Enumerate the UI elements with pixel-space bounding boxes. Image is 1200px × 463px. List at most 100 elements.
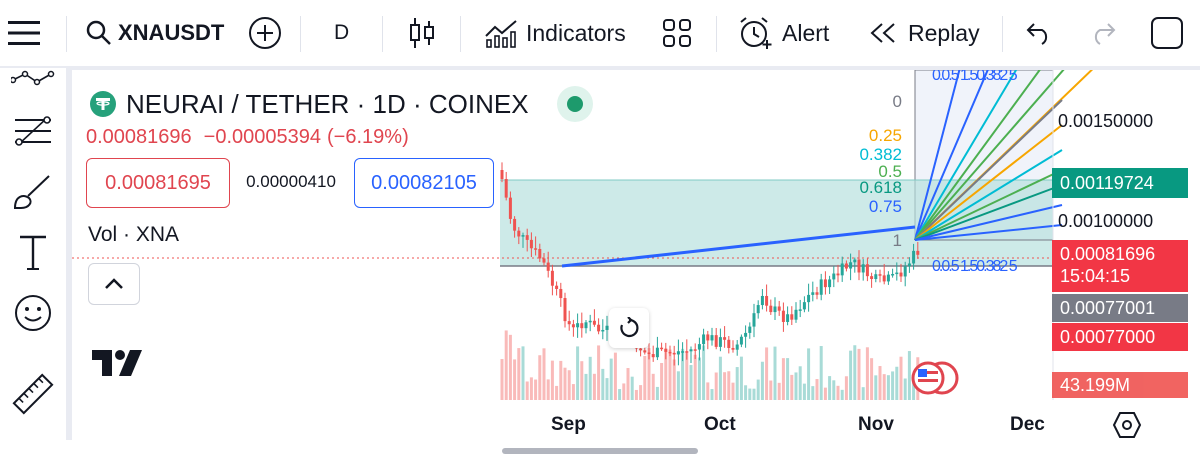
volume-tag-text: 43.199M <box>1060 374 1131 395</box>
gray-price-tag: 0.00077001 <box>1052 294 1188 322</box>
fib-level-025: 0.25 <box>868 126 902 145</box>
change-percent: (−6.19%) <box>327 126 409 148</box>
home-indicator[interactable] <box>502 448 698 454</box>
gray-price-text: 0.00077001 <box>1060 297 1156 318</box>
ruler-icon <box>12 373 54 415</box>
replay-button[interactable]: Replay <box>868 0 980 66</box>
search-icon <box>86 20 111 45</box>
fib-level-075: 0.75 <box>868 197 902 216</box>
candles <box>500 162 920 366</box>
fib-level-0: 0 <box>892 92 902 111</box>
tradingview-logo <box>92 350 144 381</box>
time-label-nov: Nov <box>858 414 894 435</box>
price-axis-label: 0.00150000 <box>1058 111 1154 131</box>
spread-value: 0.00000410 <box>236 158 346 206</box>
time-label-dec: Dec <box>1010 414 1045 435</box>
text-icon <box>20 235 46 270</box>
replay-label: Replay <box>908 19 980 46</box>
brush-tool[interactable] <box>0 170 66 214</box>
trend-line[interactable] <box>561 225 916 268</box>
fib-level-0618: 0.618 <box>859 178 902 197</box>
redo-icon <box>1094 23 1116 45</box>
layouts-button[interactable] <box>662 0 692 66</box>
alarm-clock-plus-icon <box>740 17 772 49</box>
time-label-sep: Sep <box>551 414 586 435</box>
chart-settings-button[interactable] <box>1112 410 1142 440</box>
symbol-name: XNAUSDT <box>118 20 225 45</box>
interval-button[interactable]: D <box>334 0 349 66</box>
undo-icon <box>1026 23 1048 45</box>
brush-icon <box>13 175 50 209</box>
reset-chart-button[interactable] <box>609 308 649 348</box>
change-value: −0.00005394 <box>203 126 322 148</box>
buy-button[interactable]: 0.00082105 <box>354 158 494 208</box>
reset-icon <box>620 317 639 338</box>
events-flags[interactable] <box>911 361 959 395</box>
market-open-dot <box>566 96 583 112</box>
pattern-tool[interactable] <box>0 68 66 94</box>
fib-fan-top-labels: 0.0.5 1.50.382 5 <box>932 70 1018 84</box>
candles-icon <box>410 18 434 48</box>
price-axis-label: 0.00100000 <box>1058 211 1154 231</box>
volume-legend[interactable]: Vol · XNA <box>88 223 180 246</box>
collapse-legend-button[interactable] <box>88 263 140 305</box>
pattern-icon <box>11 70 55 86</box>
spread-text: 0.00000410 <box>246 172 336 191</box>
undo-button[interactable] <box>1024 0 1054 66</box>
grid-icon <box>663 19 691 47</box>
legend-title-text: NEURAI / TETHER · 1D · COINEX <box>126 88 529 119</box>
top-toolbar: XNAUSDT D Indicators Alert Replay <box>0 0 1200 66</box>
volume-tag: 43.199M <box>1052 372 1188 398</box>
menu-button[interactable] <box>8 0 40 66</box>
chevron-up-icon <box>105 278 123 289</box>
emoji-tool[interactable] <box>0 290 66 336</box>
red-price-tag: 0.00077000 <box>1052 323 1188 351</box>
fullscreen-button[interactable] <box>1150 0 1184 66</box>
hexagon-gear-icon <box>1112 412 1142 438</box>
indicators-button[interactable]: Indicators <box>484 0 626 66</box>
chart-legend[interactable]: NEURAI / TETHER · 1D · COINEX <box>90 86 593 122</box>
last-price-tag[interactable]: 0.00081696 15:04:15 <box>1052 240 1188 292</box>
square-icon <box>1151 17 1183 49</box>
tradingview-logo-icon <box>92 350 142 376</box>
symbol-search-button[interactable]: XNAUSDT <box>86 0 224 66</box>
fib-level-0382: 0.382 <box>859 145 902 164</box>
fib-level-1: 1 <box>892 231 902 250</box>
chart-pane[interactable]: NEURAI / TETHER · 1D · COINEX 0.00081696… <box>72 70 1200 440</box>
fib-retracement-zone <box>500 180 1053 266</box>
ruler-tool[interactable] <box>0 368 66 420</box>
alert-button[interactable]: Alert <box>738 0 829 66</box>
drawing-toolbar <box>0 68 66 440</box>
bid-price: 0.00081695 <box>105 171 211 194</box>
tether-icon <box>96 98 110 110</box>
fib-retracement-icon <box>15 116 51 146</box>
bar-countdown: 15:04:15 <box>1060 266 1131 286</box>
indicators-icon <box>485 20 517 48</box>
plus-circle-icon <box>249 17 281 49</box>
fib-fan-lines <box>914 70 1094 241</box>
volume-bars <box>500 330 920 400</box>
time-label-oct: Oct <box>704 414 736 435</box>
sell-button[interactable]: 0.00081695 <box>86 158 230 208</box>
last-price-axis-value: 0.00081696 <box>1060 244 1156 265</box>
fib-price-text: 0.00119724 <box>1060 172 1154 193</box>
fib-price-tag: 0.00119724 <box>1052 168 1188 198</box>
compare-symbol-button[interactable] <box>248 0 282 66</box>
ask-price: 0.00082105 <box>371 171 477 194</box>
fib-level-05: 0.5 <box>878 162 902 181</box>
market-status[interactable] <box>556 86 593 122</box>
smiley-icon <box>15 295 51 331</box>
tether-logo <box>90 91 116 117</box>
alert-label: Alert <box>782 19 830 46</box>
text-tool[interactable] <box>0 228 66 278</box>
interval-label: D <box>334 21 350 44</box>
redo-button[interactable] <box>1088 0 1118 66</box>
price-chart[interactable] <box>72 70 1200 440</box>
rewind-icon <box>870 23 895 43</box>
indicators-label: Indicators <box>526 19 626 46</box>
fib-tool[interactable] <box>0 110 66 154</box>
hamburger-icon <box>8 21 40 45</box>
red-price-text: 0.00077000 <box>1060 326 1156 347</box>
fib-fan-bottom-labels: 0.0.5 1.50.382 5 <box>932 258 1018 275</box>
chart-type-button[interactable] <box>408 0 436 66</box>
